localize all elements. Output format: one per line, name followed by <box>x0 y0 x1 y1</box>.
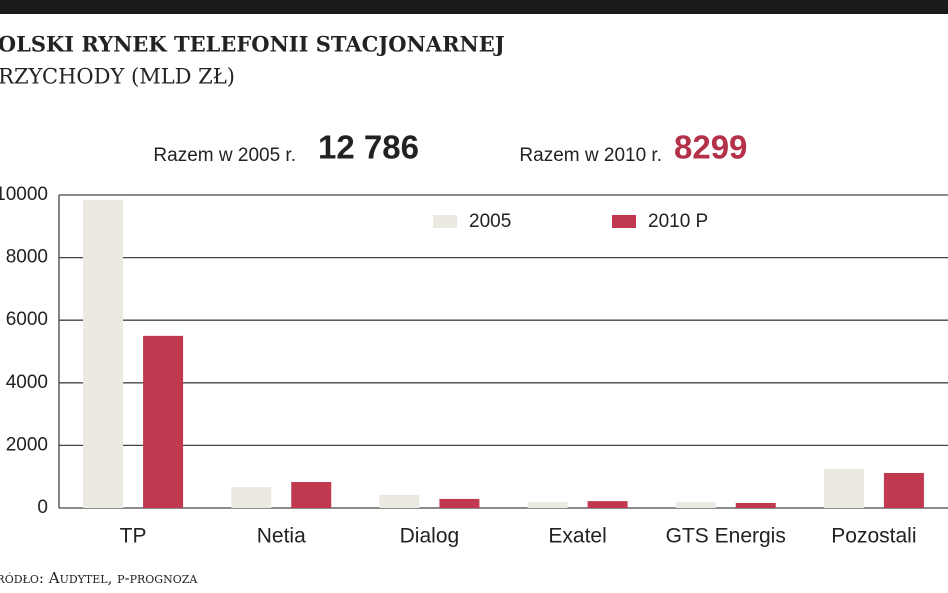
legend-label: 2010 P <box>648 211 708 232</box>
y-tick-label: 4000 <box>6 372 48 393</box>
x-tick-label: Netia <box>257 525 306 548</box>
source-note: Źródło: Audytel, p-prognoza <box>0 569 198 587</box>
x-tick-label: Pozostali <box>831 525 916 548</box>
bar <box>675 502 716 508</box>
y-tick-label: 10000 <box>0 184 48 205</box>
annotation-value: 8299 <box>674 129 747 166</box>
annotation-label: Razem w 2005 r. <box>153 145 296 166</box>
x-tick-label: GTS Energis <box>666 525 786 548</box>
bar <box>231 487 272 508</box>
bar <box>587 501 628 508</box>
y-tick-label: 2000 <box>6 434 48 455</box>
x-tick-label: Exatel <box>548 525 606 548</box>
legend-swatch <box>433 215 457 228</box>
bar <box>527 502 568 508</box>
bar <box>291 482 332 508</box>
chart-subtitle: PRZYCHODY (MLD ZŁ) <box>0 65 235 89</box>
bar <box>439 498 480 508</box>
bar <box>83 199 124 508</box>
y-tick-label: 6000 <box>6 309 48 330</box>
bar <box>883 472 924 508</box>
x-tick-label: TP <box>120 525 147 548</box>
bar <box>735 502 776 508</box>
y-tick-label: 0 <box>37 497 48 518</box>
legend-label: 2005 <box>469 211 511 232</box>
x-tick-label: Dialog <box>400 525 460 548</box>
annotation-value: 12 786 <box>318 129 419 166</box>
y-tick-label: 8000 <box>6 247 48 268</box>
chart-title: POLSKI RYNEK TELEFONII STACJONARNEJ <box>0 32 505 57</box>
annotation-label: Razem w 2010 r. <box>519 145 662 166</box>
bar <box>823 468 864 508</box>
bar <box>379 494 420 508</box>
top-bar <box>0 0 948 14</box>
bar <box>143 335 184 508</box>
legend-swatch <box>612 215 636 228</box>
